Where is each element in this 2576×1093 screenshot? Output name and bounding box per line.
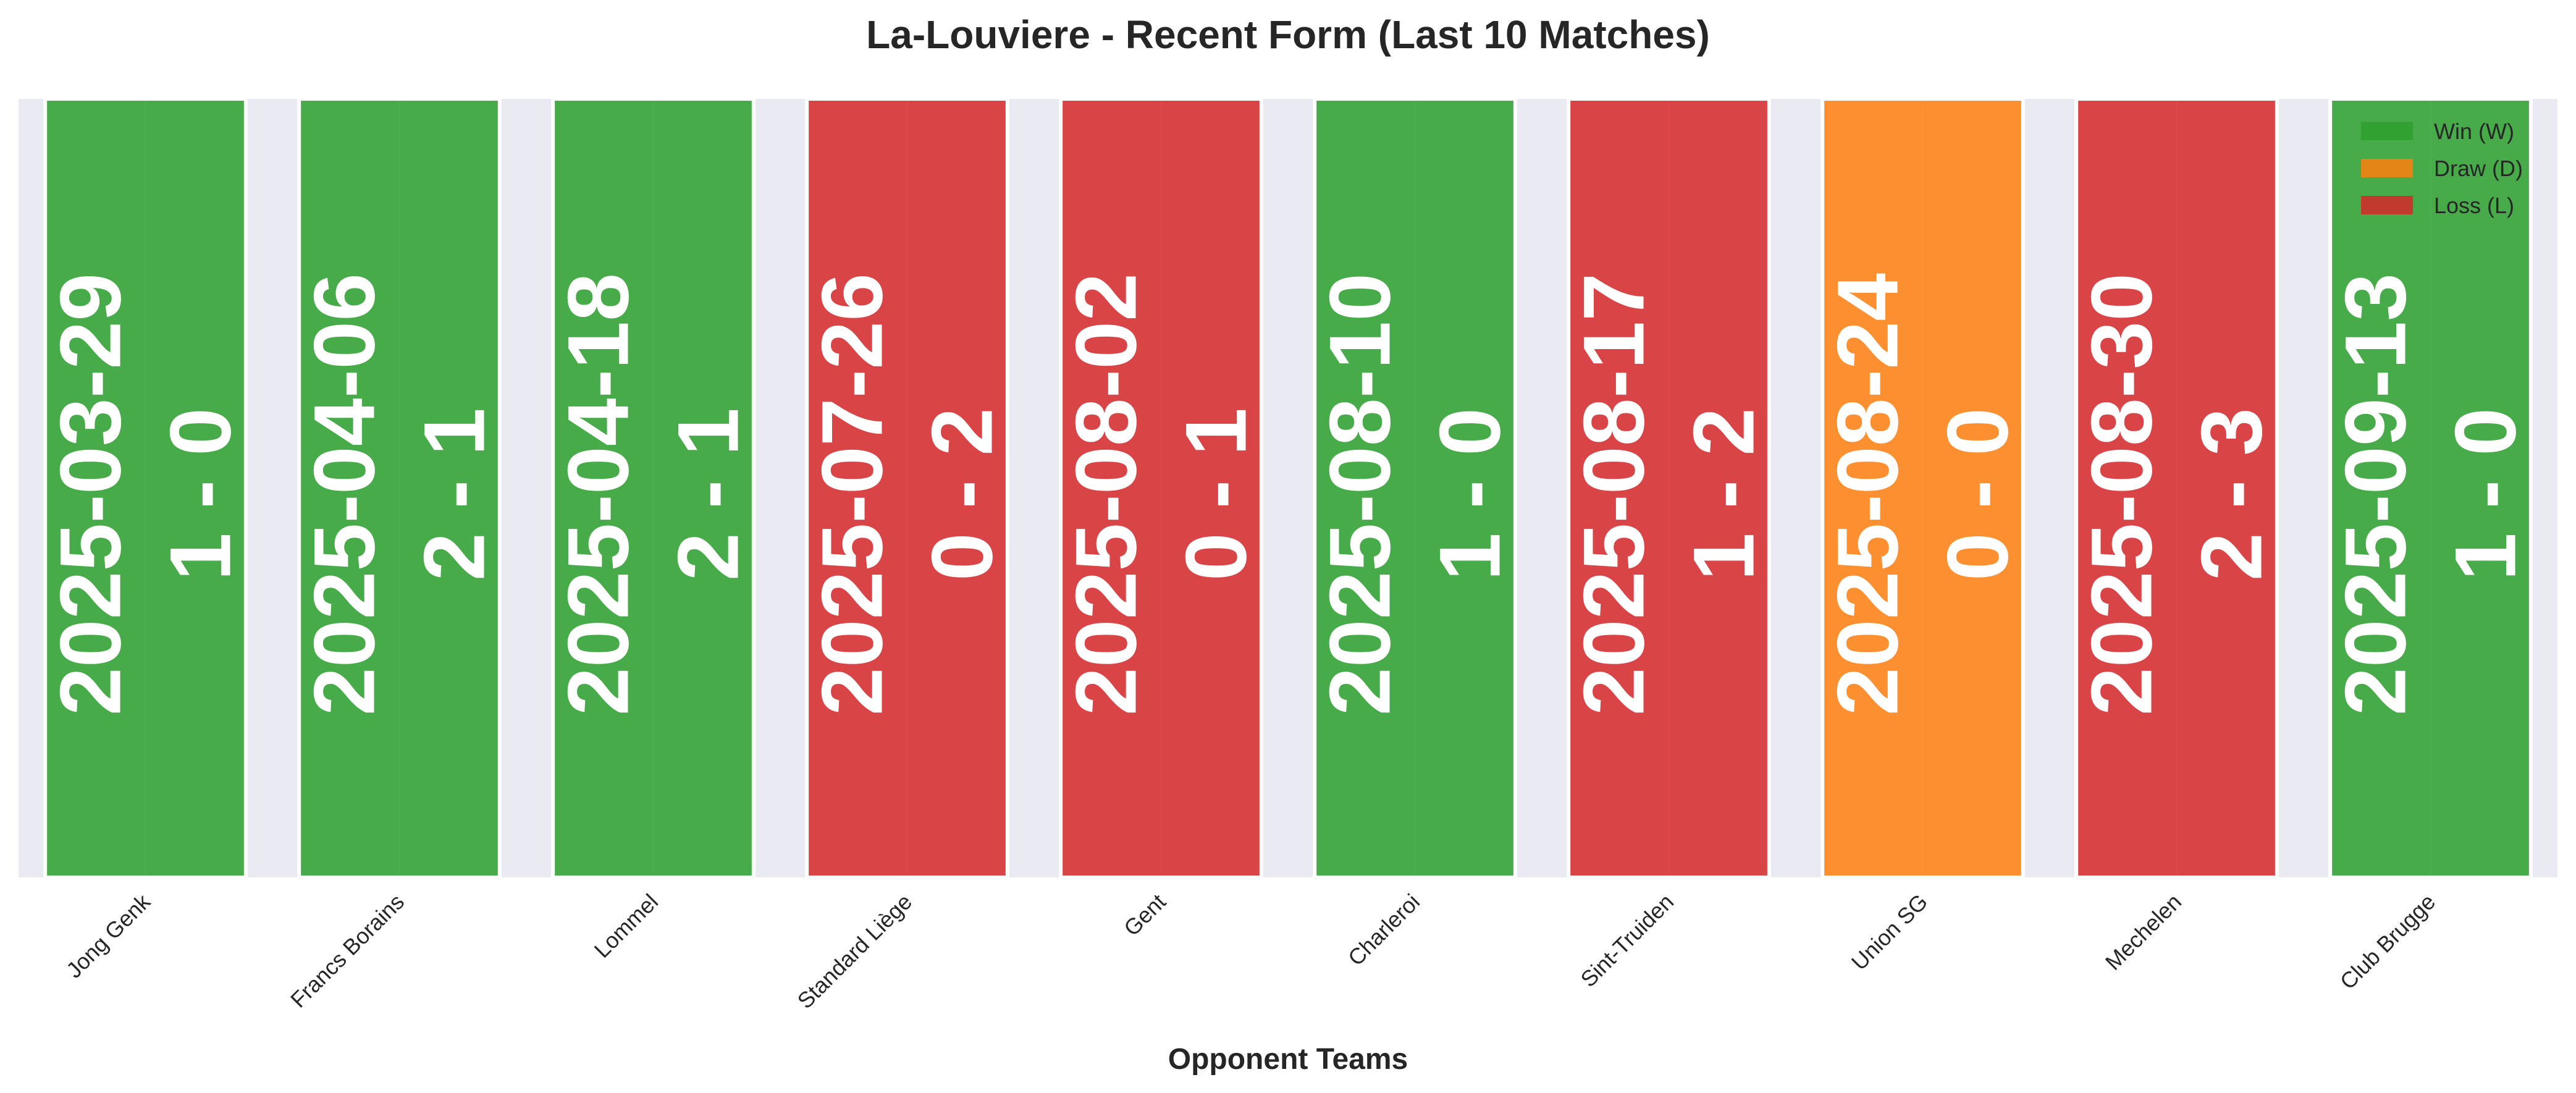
bar-label: 2025-08-02 0 - 1 (1058, 273, 1265, 715)
match-date: 2025-08-10 (1311, 273, 1408, 715)
match-date: 2025-07-26 (804, 273, 901, 715)
match-score: 1 - 2 (1675, 408, 1772, 581)
x-tick-label: Jong Genk (61, 888, 156, 983)
legend-swatch-l (2361, 196, 2413, 214)
bar-label-text: 2025-08-02 0 - 1 (1058, 273, 1265, 715)
match-score: 1 - 0 (2437, 408, 2534, 581)
bar-label: 2025-08-30 2 - 3 (2073, 273, 2280, 715)
match-score: 0 - 0 (1929, 408, 2026, 581)
bar-w (297, 97, 502, 879)
bar-l (805, 97, 1009, 879)
x-tick-label: Mechelen (2100, 889, 2186, 975)
bar-w (2328, 97, 2533, 879)
bar-label-text: 2025-08-30 2 - 3 (2073, 273, 2280, 715)
bar-label: 2025-04-18 2 - 1 (550, 273, 757, 715)
bar-label-text: 2025-03-29 1 - 0 (42, 273, 249, 715)
legend-swatch-d (2361, 159, 2413, 177)
bars (43, 97, 2533, 879)
bar-l (2074, 97, 2279, 879)
x-tick-label: Francs Borains (285, 889, 409, 1013)
match-score: 2 - 1 (660, 408, 757, 581)
x-tick-label: Standard Liège (792, 889, 917, 1014)
match-score: 0 - 2 (914, 408, 1011, 581)
bar-label: 2025-03-29 1 - 0 (42, 273, 249, 715)
match-score: 1 - 0 (1421, 408, 1518, 581)
legend-label: Draw (D) (2434, 156, 2523, 181)
bar-label-text: 2025-09-13 1 - 0 (2327, 273, 2534, 715)
bar-labels: 2025-03-29 1 - 0 2025-04-06 2 - 1 2025-04-18… (42, 273, 2534, 715)
match-date: 2025-04-06 (296, 273, 393, 715)
match-date: 2025-09-13 (2327, 273, 2424, 715)
legend: Win (W) Draw (D) Loss (L) (2361, 119, 2523, 218)
bar-w (551, 97, 756, 879)
match-date: 2025-04-18 (550, 273, 647, 715)
bar-label: 2025-08-17 1 - 2 (1565, 273, 1772, 715)
bar-l (1059, 97, 1263, 879)
x-tick-label: Club Brugge (2335, 889, 2441, 995)
x-tick-label: Lommel (589, 889, 663, 963)
bar-label: 2025-07-26 0 - 2 (804, 273, 1011, 715)
match-score: 1 - 0 (152, 408, 249, 581)
bar-label: 2025-08-24 0 - 0 (1819, 273, 2026, 715)
legend-label: Loss (L) (2434, 193, 2514, 218)
x-tick-label: Union SG (1846, 889, 1932, 975)
match-date: 2025-08-30 (2073, 273, 2170, 715)
bar-label: 2025-04-06 2 - 1 (296, 273, 503, 715)
x-tick-label: Gent (1119, 889, 1171, 941)
x-axis-label: Opponent Teams (1168, 1043, 1408, 1076)
bar-label-text: 2025-07-26 0 - 2 (804, 273, 1011, 715)
bar-w (1313, 97, 1517, 879)
bar-label: 2025-08-10 1 - 0 (1311, 273, 1518, 715)
bar-l (1567, 97, 1771, 879)
bar-label-text: 2025-08-10 1 - 0 (1311, 273, 1518, 715)
match-date: 2025-08-24 (1819, 273, 1916, 715)
match-date: 2025-08-17 (1565, 273, 1662, 715)
bar-label: 2025-09-13 1 - 0 (2327, 273, 2534, 715)
legend-label: Win (W) (2434, 119, 2514, 144)
x-tick-label: Sint-Truiden (1575, 889, 1678, 992)
bar-label-text: 2025-04-06 2 - 1 (296, 273, 503, 715)
bar-d (1820, 97, 2025, 879)
bar-w (43, 97, 248, 879)
bar-label-text: 2025-08-24 0 - 0 (1819, 273, 2026, 715)
match-date: 2025-03-29 (42, 273, 139, 715)
legend-swatch-w (2361, 122, 2413, 140)
match-score: 0 - 1 (1168, 408, 1265, 581)
x-tick-labels: Jong Genk Francs Borains Lommel Standard Li… (61, 888, 2440, 1013)
match-date: 2025-08-02 (1058, 273, 1155, 715)
match-score: 2 - 1 (406, 408, 503, 581)
bar-label-text: 2025-08-17 1 - 2 (1565, 273, 1772, 715)
chart-title: La-Louviere - Recent Form (Last 10 Match… (866, 12, 1710, 57)
match-score: 2 - 3 (2183, 408, 2280, 581)
bar-label-text: 2025-04-18 2 - 1 (550, 273, 757, 715)
x-tick-label: Charleroi (1343, 889, 1425, 971)
